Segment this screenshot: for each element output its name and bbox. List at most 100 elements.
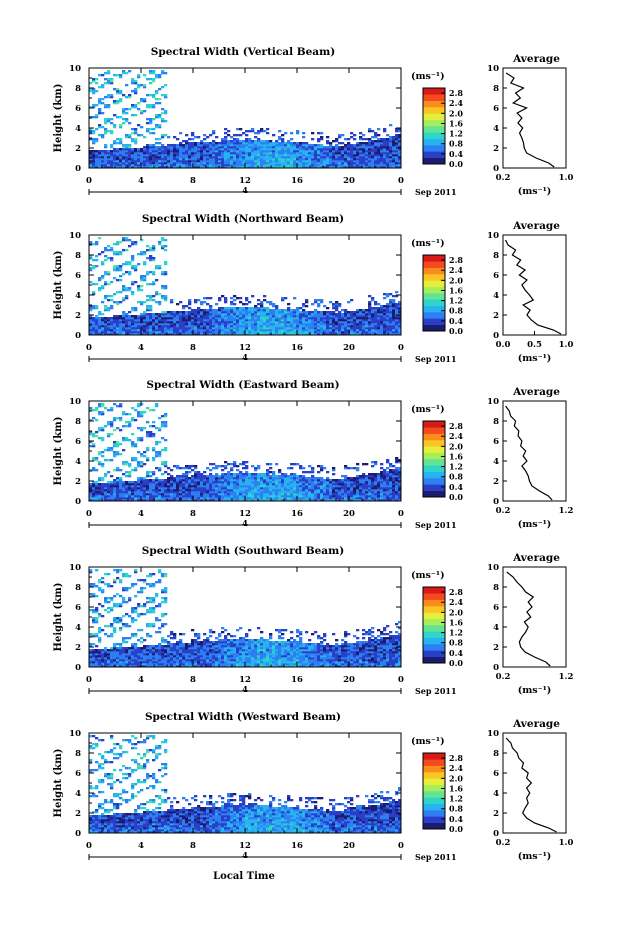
heatmap-cell [104, 425, 108, 428]
heatmap-cell [116, 499, 120, 501]
heatmap-cell [266, 475, 270, 478]
heatmap-cell [137, 84, 141, 87]
heatmap-cell [176, 160, 180, 163]
heatmap-cell [95, 327, 99, 330]
heatmap-cell [239, 134, 243, 137]
heatmap-cell [89, 130, 93, 133]
heatmap-cell [209, 333, 213, 335]
heatmap-cell [242, 461, 246, 464]
heatmap-cell [347, 327, 351, 330]
heatmap-cell [107, 317, 111, 320]
heatmap-cell [278, 319, 282, 322]
heatmap-cell [212, 463, 216, 466]
heatmap-cell [98, 327, 102, 330]
heatmap-cell [170, 499, 174, 501]
colorbar-swatch [423, 305, 445, 313]
heatmap-cell [179, 327, 183, 330]
heatmap-cell [113, 329, 117, 332]
heatmap-cell [251, 465, 255, 468]
heatmap-cell [368, 311, 372, 314]
heatmap-cell [95, 491, 99, 494]
heatmap-cell [197, 142, 201, 145]
heatmap-cell [380, 309, 384, 312]
heatmap-cell [146, 407, 150, 410]
heatmap-cell [221, 333, 225, 335]
heatmap-cell [368, 303, 372, 306]
heatmap-cell [215, 481, 219, 484]
heatmap-cell [380, 148, 384, 151]
average-x-tick-label: 0.5 [527, 340, 542, 350]
heatmap-cell [338, 493, 342, 496]
heatmap-cell [128, 245, 132, 248]
heatmap-cell [182, 148, 186, 151]
heatmap-cell [125, 156, 129, 159]
heatmap-cell [302, 331, 306, 334]
heatmap-cell [251, 315, 255, 318]
heatmap-cell [131, 407, 135, 410]
heatmap-cell [389, 164, 393, 167]
heatmap-cell [164, 413, 168, 416]
heatmap-cell [227, 140, 231, 143]
heatmap-cell [146, 106, 150, 109]
heatmap-cell [191, 493, 195, 496]
heatmap-cell [146, 162, 150, 165]
heatmap-cell [131, 459, 135, 462]
heatmap-cell [317, 325, 321, 328]
heatmap-cell [347, 158, 351, 161]
heatmap-cell [278, 313, 282, 316]
heatmap-cell [266, 301, 270, 304]
heatmap-cell [194, 483, 198, 486]
heatmap-cell [140, 403, 144, 406]
heatmap-cell [221, 485, 225, 488]
heatmap-cell [131, 293, 135, 296]
heatmap-cell [251, 491, 255, 494]
heatmap-cell [392, 140, 396, 143]
heatmap-cell [113, 417, 117, 420]
colorbar-tick-label: 2.0 [449, 108, 463, 118]
heatmap-cell [242, 313, 246, 316]
heatmap-cell [131, 417, 135, 420]
heatmap-cell [221, 499, 225, 501]
heatmap-cell [221, 150, 225, 153]
heatmap-cell [155, 162, 159, 165]
heatmap-cell [347, 315, 351, 318]
heatmap-cell [254, 164, 258, 167]
heatmap-cell [92, 321, 96, 324]
heatmap-cell [122, 413, 126, 416]
heatmap-cell [158, 88, 162, 91]
heatmap-cell [236, 479, 240, 482]
heatmap-cell [98, 463, 102, 466]
heatmap-cell [185, 305, 189, 308]
heatmap-cell [269, 489, 273, 492]
heatmap-cell [296, 317, 300, 320]
heatmap-cell [305, 333, 309, 335]
heatmap-cell [320, 315, 324, 318]
heatmap-cell [104, 485, 108, 488]
heatmap-cell [155, 152, 159, 155]
heatmap-cell [398, 142, 401, 145]
heatmap-cell [341, 162, 345, 165]
colorbar-swatch [423, 94, 445, 101]
heatmap-cell [371, 156, 375, 159]
heatmap-cell [239, 307, 243, 310]
heatmap-cell [383, 148, 387, 151]
heatmap-cell [173, 323, 177, 326]
heatmap-cell [233, 154, 237, 157]
heatmap-cell [149, 435, 153, 438]
heatmap-cell [398, 313, 401, 316]
heatmap-cell [218, 487, 222, 490]
heatmap-cell [332, 164, 336, 167]
heatmap-cell [92, 323, 96, 326]
heatmap-cell [374, 321, 378, 324]
heatmap-cell [146, 273, 150, 276]
heatmap-cell [287, 164, 291, 167]
heatmap-cell [242, 491, 246, 494]
heatmap-cell [92, 92, 96, 95]
heatmap-cell [254, 162, 258, 165]
heatmap-cell [236, 321, 240, 324]
heatmap-cell [152, 299, 156, 302]
heatmap-cell [398, 309, 401, 312]
heatmap-cell [158, 146, 162, 149]
heatmap-cell [218, 299, 222, 302]
heatmap-cell [140, 461, 144, 464]
